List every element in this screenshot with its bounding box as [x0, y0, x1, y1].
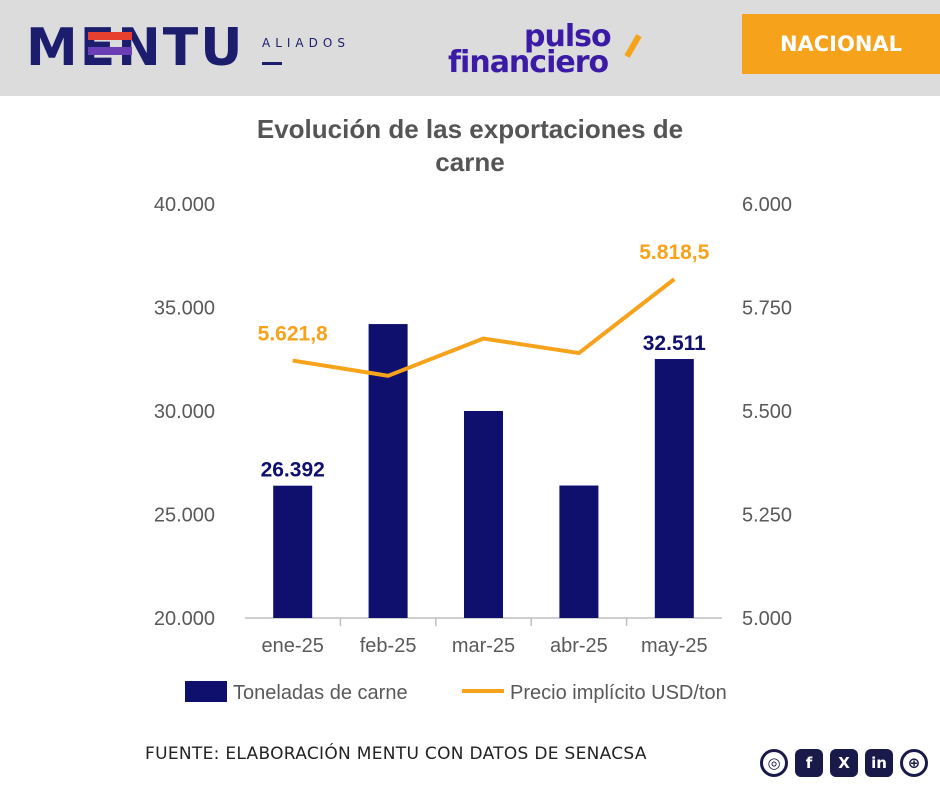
- bar-data-label: 32.511: [643, 332, 706, 355]
- bar: [368, 324, 408, 618]
- data-labels: 26.392 32.511 5.621,8 5.818,5: [258, 241, 710, 482]
- x-tick-label: abr-25: [550, 635, 608, 657]
- exports-chart: Evolución de las exportaciones de carne …: [154, 114, 792, 704]
- x-tick-label: may-25: [641, 635, 708, 657]
- x-tick-label: ene-25: [262, 635, 324, 657]
- x-axis-ticks: ene-25 feb-25 mar-25 abr-25 may-25: [262, 618, 708, 657]
- facebook-icon[interactable]: f: [795, 749, 823, 777]
- globe-icon[interactable]: ⊕: [900, 749, 928, 777]
- y-right-tick-label: 5.250: [742, 505, 792, 527]
- legend-label-line: Precio implícito USD/ton: [510, 682, 727, 704]
- x-tick-label: feb-25: [360, 635, 417, 657]
- instagram-icon[interactable]: ◎: [760, 749, 788, 777]
- mentu-logo: MENTU: [26, 18, 245, 78]
- y-axis-left: 20.000 25.000 30.000 35.000 40.000: [154, 194, 215, 630]
- header-bar: MENTU ALIADOS pulso financiero NACIONAL: [0, 0, 940, 96]
- legend-label-bars: Toneladas de carne: [233, 682, 408, 704]
- line-data-label: 5.621,8: [258, 323, 328, 346]
- x-icon[interactable]: X: [830, 749, 858, 777]
- y-left-tick-label: 40.000: [154, 194, 215, 216]
- pulso-logo-line1: pulso: [524, 19, 612, 54]
- linkedin-icon[interactable]: in: [865, 749, 893, 777]
- chart-title-line2: carne: [435, 147, 504, 177]
- line-series: [292, 277, 676, 378]
- y-left-tick-label: 30.000: [154, 401, 215, 423]
- bar: [464, 411, 503, 618]
- pulso-logo-line2: financiero: [448, 45, 609, 80]
- pulso-financiero-logo: pulso financiero: [448, 22, 658, 82]
- price-line: [292, 277, 676, 378]
- x-tick-label: mar-25: [452, 635, 515, 657]
- bar-data-label: 26.392: [261, 459, 325, 482]
- mentu-dash: [262, 62, 282, 65]
- y-left-tick-label: 25.000: [154, 505, 215, 527]
- y-right-tick-label: 6.000: [742, 194, 792, 216]
- y-right-tick-label: 5.750: [742, 298, 792, 320]
- bar: [654, 359, 694, 618]
- y-left-tick-label: 20.000: [154, 608, 215, 630]
- y-axis-right: 5.000 5.250 5.500 5.750 6.000: [742, 194, 792, 630]
- bar: [559, 485, 599, 618]
- social-icons: ◎ f X in ⊕: [760, 749, 928, 777]
- mentu-aliados-label: ALIADOS: [262, 36, 350, 50]
- chart-title-line1: Evolución de las exportaciones de: [257, 114, 683, 144]
- section-badge: NACIONAL: [742, 14, 940, 74]
- legend: Toneladas de carne Precio implícito USD/…: [185, 681, 727, 704]
- y-right-tick-label: 5.500: [742, 401, 792, 423]
- y-right-tick-label: 5.000: [742, 608, 792, 630]
- y-left-tick-label: 35.000: [154, 298, 215, 320]
- source-note: FUENTE: ELABORACIÓN MENTU CON DATOS DE S…: [145, 744, 647, 764]
- legend-swatch-bars: [185, 681, 227, 702]
- pulso-logo-accent: [624, 34, 642, 58]
- bar: [273, 485, 313, 618]
- mentu-logo-e-stripes: [88, 32, 132, 70]
- line-data-label: 5.818,5: [639, 241, 709, 264]
